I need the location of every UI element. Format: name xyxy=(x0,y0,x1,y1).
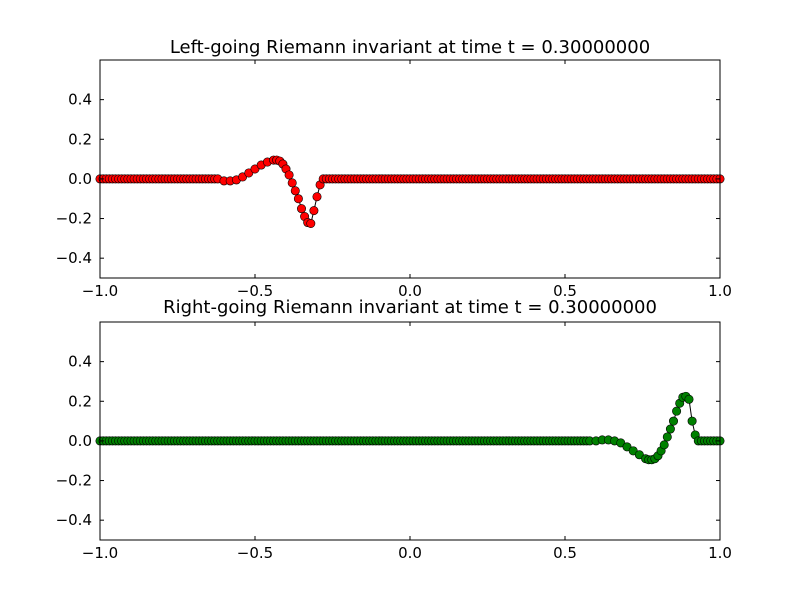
data-point xyxy=(309,206,319,216)
y-tick-label: 0.2 xyxy=(68,130,92,148)
plot-border xyxy=(99,321,721,541)
x-tick-label: −0.5 xyxy=(237,282,273,300)
y-tick-label: 0.0 xyxy=(68,170,92,188)
right-going-plot: Right-going Riemann invariant at time t … xyxy=(56,297,732,562)
x-tick-label: 1.0 xyxy=(708,544,732,562)
x-tick-label: 1.0 xyxy=(708,282,732,300)
y-axis: −0.4 −0.2 0.0 0.2 0.4 xyxy=(56,353,720,529)
data-point xyxy=(659,440,669,450)
y-tick-label: 0.4 xyxy=(68,91,92,109)
data-point xyxy=(296,204,306,214)
plot-frame xyxy=(99,59,721,279)
data-point xyxy=(662,432,672,442)
y-axis: −0.4 −0.2 0.0 0.2 0.4 xyxy=(56,91,720,267)
data-point xyxy=(672,406,682,416)
x-tick-label: 0.5 xyxy=(553,282,577,300)
plot-frame xyxy=(99,321,721,541)
x-tick-label: −0.5 xyxy=(237,544,273,562)
x-axis: −1.0 −0.5 0.0 0.5 1.0 xyxy=(82,60,732,300)
data-point xyxy=(287,178,297,188)
data-point xyxy=(290,186,300,196)
x-tick-label: 0.0 xyxy=(398,544,422,562)
y-tick-label: −0.4 xyxy=(56,511,92,529)
plot-title: Left-going Riemann invariant at time t =… xyxy=(170,37,650,58)
plot-border xyxy=(99,59,721,279)
data-point xyxy=(306,219,316,229)
y-tick-label: 0.0 xyxy=(68,432,92,450)
data-marks xyxy=(95,155,725,229)
data-point xyxy=(284,170,294,180)
x-axis: −1.0 −0.5 0.0 0.5 1.0 xyxy=(82,322,732,562)
data-point xyxy=(293,194,303,204)
x-tick-label: 0.0 xyxy=(398,282,422,300)
data-point xyxy=(687,416,697,426)
data-point xyxy=(668,416,678,426)
y-tick-label: 0.4 xyxy=(68,353,92,371)
data-point xyxy=(312,192,322,202)
y-tick-label: −0.2 xyxy=(56,472,92,490)
data-point xyxy=(665,424,675,434)
x-tick-label: 0.5 xyxy=(553,544,577,562)
x-tick-label: −1.0 xyxy=(82,544,118,562)
plot-title: Right-going Riemann invariant at time t … xyxy=(163,297,657,318)
y-tick-label: −0.2 xyxy=(56,210,92,228)
x-tick-label: −1.0 xyxy=(82,282,118,300)
left-going-plot: Left-going Riemann invariant at time t =… xyxy=(56,37,732,300)
data-point xyxy=(684,394,694,404)
y-tick-label: 0.2 xyxy=(68,392,92,410)
y-tick-label: −0.4 xyxy=(56,249,92,267)
